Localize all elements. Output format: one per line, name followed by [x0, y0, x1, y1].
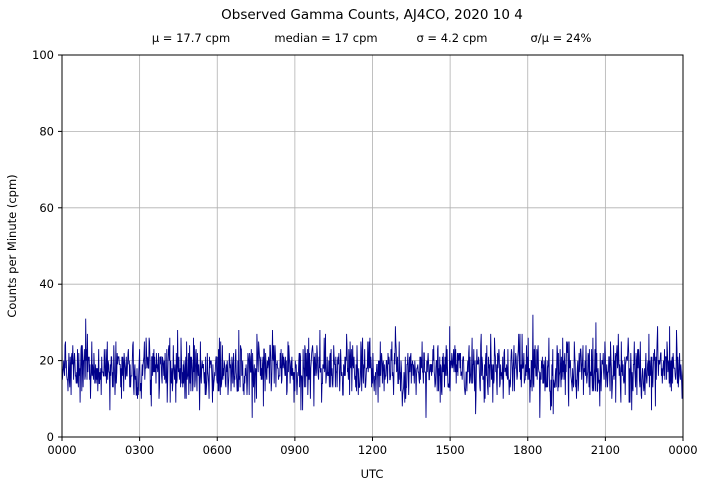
- data-series: [61, 314, 684, 418]
- stat-median: median = 17 cpm: [274, 31, 377, 45]
- y-tick-label: 60: [39, 201, 54, 215]
- x-axis-label: UTC: [361, 467, 384, 481]
- y-tick-label: 20: [39, 354, 54, 368]
- y-tick-label: 40: [39, 277, 54, 291]
- y-tick-labels: 0 20 40 60 80 100: [32, 48, 54, 444]
- stat-sigma-over-mu: σ/μ = 24%: [531, 31, 592, 45]
- data-line: [61, 314, 684, 418]
- chart-title: Observed Gamma Counts, AJ4CO, 2020 10 4: [221, 7, 523, 23]
- y-tick-label: 80: [39, 124, 54, 138]
- x-tick-label: 1200: [358, 443, 387, 457]
- grid-lines: [62, 55, 683, 437]
- y-axis-label: Counts per Minute (cpm): [5, 174, 19, 317]
- x-tick-label: 0000: [47, 443, 76, 457]
- x-tick-label: 0000: [668, 443, 697, 457]
- y-tick-label: 100: [32, 48, 54, 62]
- x-tick-label: 0600: [203, 443, 232, 457]
- stat-sigma: σ = 4.2 cpm: [416, 31, 487, 45]
- stat-mean: μ = 17.7 cpm: [152, 31, 230, 45]
- x-tick-label: 1500: [435, 443, 464, 457]
- x-tick-label: 2100: [591, 443, 620, 457]
- x-tick-labels: 0000 0300 0600 0900 1200 1500 1800 2100 0000: [47, 443, 697, 457]
- y-tick-label: 0: [47, 430, 54, 444]
- x-tick-label: 0900: [280, 443, 309, 457]
- chart-subtitle: μ = 17.7 cpm median = 17 cpm σ = 4.2 cpm…: [152, 31, 592, 45]
- x-tick-label: 0300: [125, 443, 154, 457]
- x-tick-label: 1800: [513, 443, 542, 457]
- axis-ticks: [58, 54, 684, 441]
